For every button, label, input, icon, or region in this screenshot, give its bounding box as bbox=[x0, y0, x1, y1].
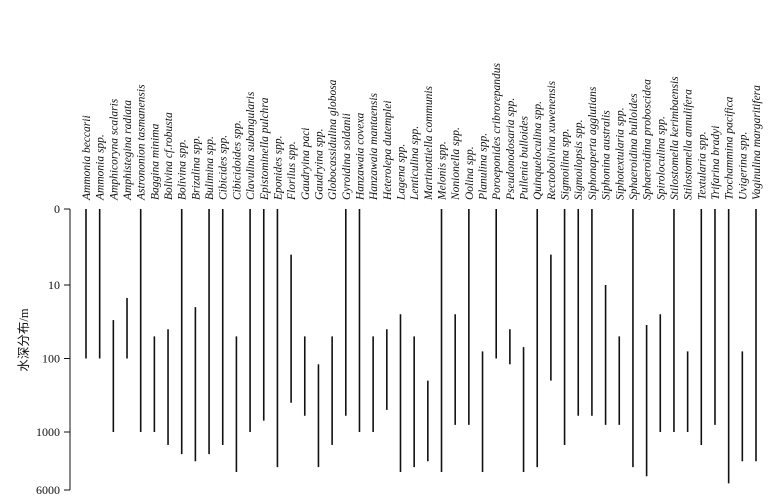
species-label: Uvigerina spp. bbox=[737, 132, 749, 200]
species-labels: Ammonia beccarii Ammonia spp. Amphicoryna … bbox=[81, 62, 763, 201]
species-label: Trifarina bradyi bbox=[710, 126, 722, 200]
species-label: Astrononion tasmanensis bbox=[136, 84, 148, 201]
species-label: Pseudonodosaria spp. bbox=[505, 98, 517, 201]
species-label: Baggina minima bbox=[149, 123, 161, 200]
species-label: Globocassidulina globosa bbox=[327, 79, 339, 200]
species-label: Cibicides spp. bbox=[218, 135, 230, 200]
species-label: Heterolepa dutemplei bbox=[382, 100, 394, 201]
species-label: Epistominella pulchra bbox=[259, 97, 271, 201]
species-label: Ammonia beccarii bbox=[81, 115, 93, 201]
species-label: Florilus spp. bbox=[286, 141, 298, 201]
y-tick-label: 100 bbox=[42, 352, 60, 366]
species-label: Martinottiella communis bbox=[423, 85, 435, 201]
species-label: Poroeponides cribrorepandus bbox=[491, 62, 503, 201]
species-label: Lenticulina spp. bbox=[409, 126, 421, 201]
species-label: Gaudryina spp. bbox=[313, 128, 325, 200]
species-label: Planulina spp. bbox=[478, 133, 490, 201]
species-label: Sigmoilina spp. bbox=[560, 128, 572, 200]
species-label: Lagena spp. bbox=[395, 144, 407, 201]
y-tick-label: 1000 bbox=[36, 425, 60, 439]
species-label: Hanzawaia mantaensis bbox=[368, 92, 380, 201]
species-label: Bolivina cf.robusta bbox=[163, 112, 175, 200]
species-label: Cibicidoides spp. bbox=[231, 120, 243, 200]
species-label: Gyroidina soldanii bbox=[341, 113, 353, 200]
species-label: Hanzawaia covexa bbox=[354, 113, 366, 201]
species-label: Siphonina australis bbox=[601, 110, 613, 200]
y-tick-label: 6000 bbox=[36, 483, 60, 497]
species-label: Stilostomella annulifera bbox=[683, 89, 695, 200]
range-bars bbox=[85, 209, 757, 484]
species-label: Amphicoryna scalaris bbox=[108, 98, 120, 201]
species-label: Bolivina spp. bbox=[177, 139, 189, 200]
species-label: Brizalina spp. bbox=[190, 135, 202, 200]
species-label: Siphotextularia spp. bbox=[614, 107, 626, 200]
species-label: Textularia spp. bbox=[696, 131, 708, 200]
species-label: Trochammina pacifica bbox=[724, 96, 736, 200]
y-tick-label: 10 bbox=[48, 278, 60, 292]
species-label: Sphaeroidina proboscidea bbox=[642, 79, 654, 200]
y-axis-ticks: 0 10 100 1000 6000 bbox=[36, 202, 70, 497]
y-tick-label: 0 bbox=[54, 202, 60, 216]
species-label: Spiroloculina spp. bbox=[655, 116, 667, 200]
species-label: Eponides spp. bbox=[272, 135, 284, 201]
species-label: Ammonia spp. bbox=[95, 134, 107, 201]
y-axis-label: 水深分布/m bbox=[17, 308, 31, 371]
species-label: Bulimina spp. bbox=[204, 136, 216, 200]
species-label: Quinqueloculina spp. bbox=[532, 101, 544, 200]
species-label: Sphaeroidina bulloides bbox=[628, 93, 640, 200]
species-label: Vaginulina margaritifera bbox=[751, 85, 763, 200]
species-label: Melonis spp. bbox=[437, 141, 449, 201]
species-label: Clavulina subangularis bbox=[245, 91, 257, 200]
species-label: Stilostomella kerimbaensis bbox=[669, 76, 681, 200]
species-label: Siphonaperta agglutians bbox=[587, 86, 599, 200]
species-label: Pullenia bulloides bbox=[519, 115, 531, 201]
species-label: Sigmoilopsis spp. bbox=[573, 119, 585, 200]
species-label: Rectobolivina xuwenensis bbox=[546, 80, 558, 201]
species-label: Gaudryina paci bbox=[300, 127, 312, 200]
species-label: Nonionella spp. bbox=[450, 127, 462, 201]
species-label: Oolina spp. bbox=[464, 146, 476, 200]
species-label: Amphistegina radiata bbox=[122, 100, 134, 201]
